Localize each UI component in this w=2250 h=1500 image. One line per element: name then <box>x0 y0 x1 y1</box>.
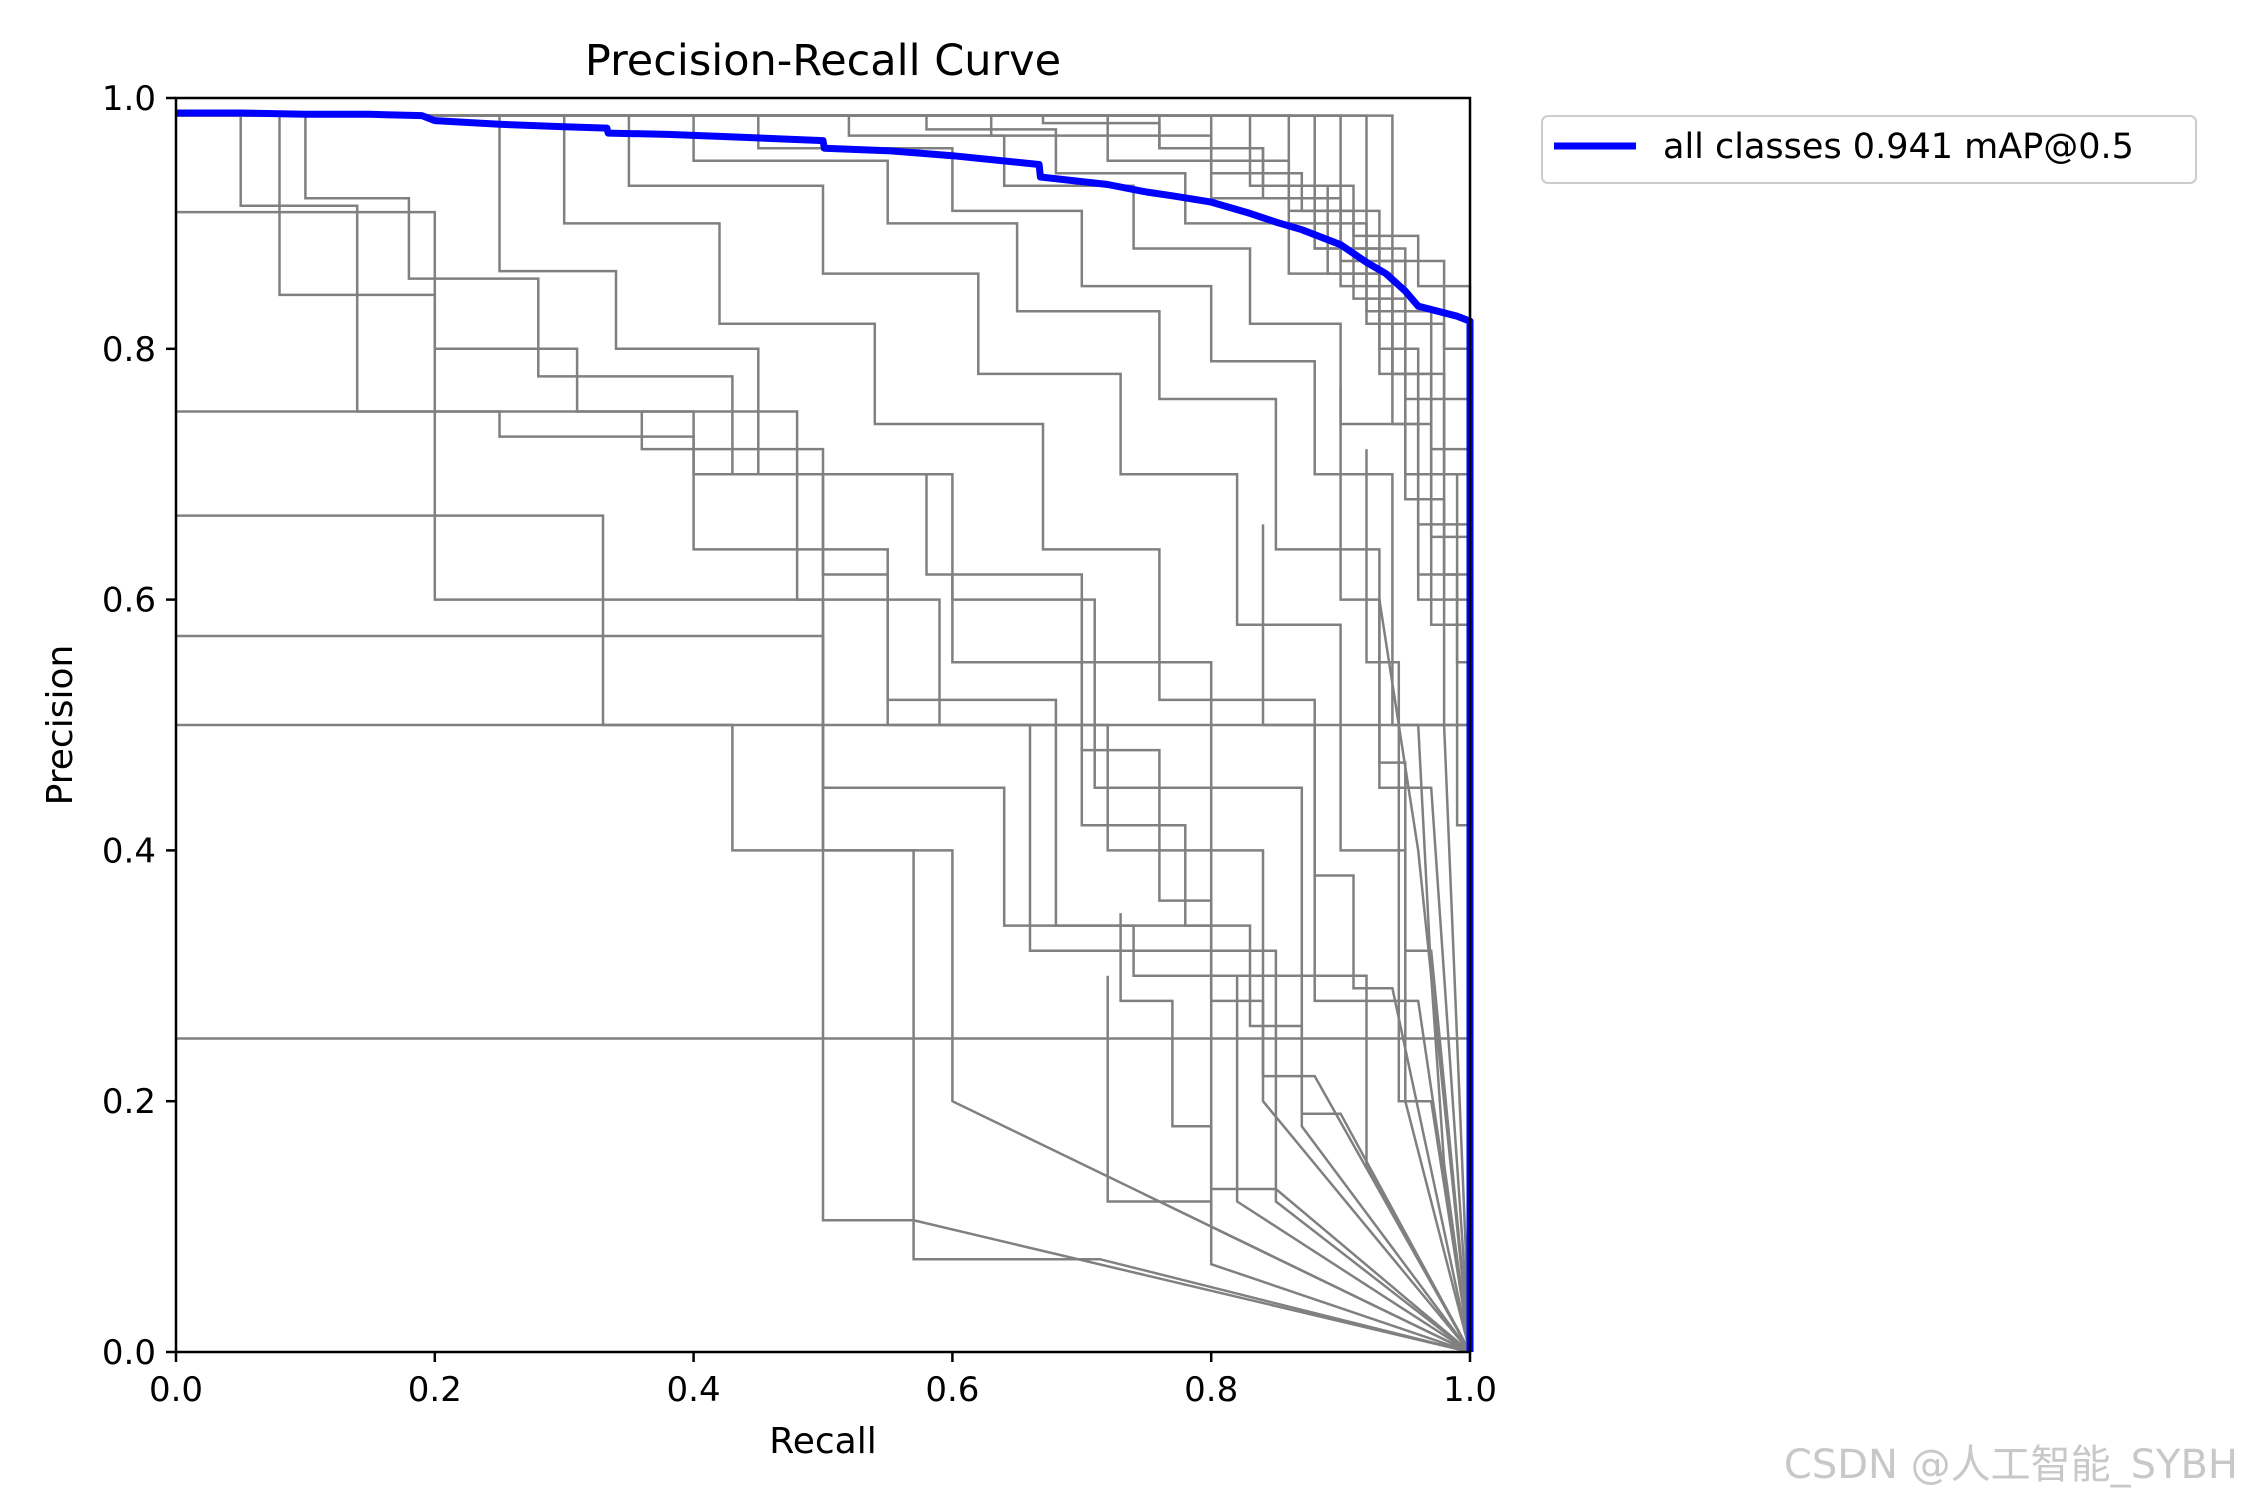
class-curve-31 <box>1119 913 1471 1353</box>
class-curve-8 <box>176 114 1472 1353</box>
class-curve-26 <box>176 114 1472 1352</box>
y-axis-ticks: 0.0 0.2 0.4 0.6 0.8 1.0 <box>102 79 176 1373</box>
plot-frame <box>174 96 1472 1354</box>
class-curve-9 <box>176 114 1472 1353</box>
class-curve-10 <box>176 114 1472 1353</box>
y-tick-label: 0.6 <box>102 581 156 621</box>
class-curve-25 <box>176 114 1472 1352</box>
y-tick-label: 0.0 <box>102 1333 156 1373</box>
y-tick-label: 0.8 <box>102 330 156 370</box>
y-tick-label: 1.0 <box>102 79 156 119</box>
y-tick-label: 0.4 <box>102 831 156 871</box>
x-axis-title: Recall <box>769 1421 876 1462</box>
x-tick-label: 0.2 <box>408 1370 462 1410</box>
x-tick-label: 0.4 <box>667 1370 721 1410</box>
watermark: CSDN @人工智能_SYBH <box>1783 1442 2238 1488</box>
class-curve-29 <box>1080 599 1472 1353</box>
class-curve-11 <box>176 114 1472 1353</box>
class-curve-32 <box>1261 524 1472 1353</box>
class-curve-1 <box>176 514 1471 1354</box>
legend-box <box>1541 115 2197 184</box>
chart-title: Precision-Recall Curve <box>585 36 1061 86</box>
series-line-all-classes <box>176 109 1474 1352</box>
legend: all classes 0.941 mAP@0.5 <box>1541 115 2197 184</box>
x-tick-label: 0.8 <box>1184 1370 1238 1410</box>
x-tick-label: 1.0 <box>1443 1370 1497 1410</box>
legend-label: all classes 0.941 mAP@0.5 <box>1663 127 2134 167</box>
class-curve-30 <box>1106 975 1471 1354</box>
y-tick-label: 0.2 <box>102 1082 156 1122</box>
class-curve-33 <box>1339 386 1472 1353</box>
y-axis-title: Precision <box>40 645 81 806</box>
class-curve-27 <box>640 411 1471 1354</box>
class-curve-36 <box>1416 724 1472 1353</box>
class-curve-28 <box>951 574 1472 1353</box>
x-tick-label: 0.0 <box>149 1370 203 1410</box>
main-series-layer <box>176 109 1474 1352</box>
x-tick-label: 0.6 <box>925 1370 979 1410</box>
class-curve-23 <box>176 114 1472 1352</box>
class-curve-22 <box>176 114 1472 1352</box>
x-axis-ticks: 0.0 0.2 0.4 0.6 0.8 1.0 <box>149 1352 1497 1410</box>
class-curve-2 <box>176 634 1471 1354</box>
class-curve-35 <box>1378 599 1472 1353</box>
background-class-curves <box>176 114 1472 1354</box>
class-curve-34 <box>1365 449 1472 1353</box>
class-curve-6 <box>176 114 1471 1353</box>
